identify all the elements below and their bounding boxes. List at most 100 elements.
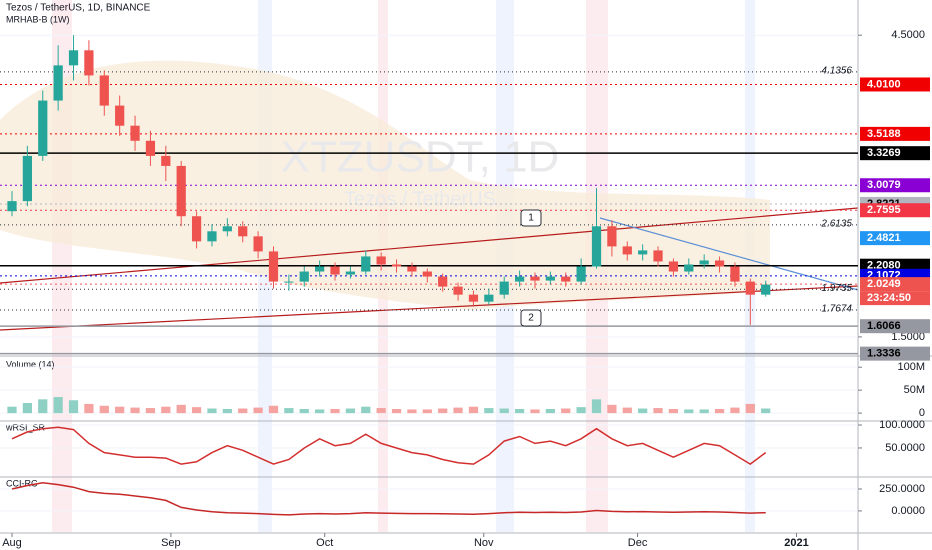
volume-bar bbox=[299, 408, 309, 414]
candle-body bbox=[268, 251, 279, 282]
candle-body bbox=[699, 260, 709, 265]
volume-bar bbox=[653, 408, 663, 414]
volume-bar bbox=[53, 397, 63, 414]
volume-bar bbox=[391, 408, 402, 414]
volume-bar bbox=[7, 406, 17, 414]
candle-body bbox=[330, 266, 340, 275]
candle-body bbox=[668, 261, 679, 272]
price-label: 1.3336 bbox=[867, 348, 901, 360]
y-tick-label: 100M bbox=[897, 361, 925, 373]
candle-body bbox=[453, 286, 463, 295]
y-tick-label: 250.0000 bbox=[879, 483, 925, 495]
candle-body bbox=[653, 250, 663, 262]
price-label-box bbox=[860, 277, 930, 292]
candle-body bbox=[530, 276, 540, 281]
x-tick-label: Oct bbox=[316, 537, 333, 549]
price-label: 1.6066 bbox=[867, 320, 901, 332]
candle-body bbox=[468, 294, 479, 302]
volume-bar bbox=[622, 407, 632, 414]
volume-bar bbox=[714, 408, 725, 414]
candle-body bbox=[561, 276, 571, 282]
callout bbox=[520, 309, 542, 327]
candle-body bbox=[191, 216, 202, 242]
volume-bar bbox=[530, 409, 540, 414]
volume-bar bbox=[238, 408, 248, 414]
candle-body bbox=[130, 125, 140, 141]
volume-bar bbox=[638, 408, 648, 414]
x-tick-label: Dec bbox=[628, 537, 648, 549]
candle-body bbox=[730, 266, 740, 282]
price-label: 2.7595 bbox=[867, 204, 901, 216]
indicator-line bbox=[11, 426, 767, 466]
candle-body bbox=[745, 281, 755, 295]
volume-bar bbox=[84, 403, 94, 414]
candle-body bbox=[145, 140, 156, 156]
volume-bar bbox=[361, 406, 371, 414]
volume-bar bbox=[745, 403, 755, 414]
volume-bar bbox=[761, 408, 771, 414]
countdown-box bbox=[860, 291, 930, 306]
indicator-line bbox=[11, 482, 766, 516]
x-tick-label: Sep bbox=[161, 537, 181, 549]
volume-bar bbox=[253, 407, 263, 414]
countdown-label: 23:24:50 bbox=[867, 292, 911, 304]
volume-bar bbox=[115, 406, 125, 414]
candle-body bbox=[499, 281, 509, 295]
candle-body bbox=[115, 105, 125, 126]
candle-body bbox=[361, 256, 371, 272]
y-tick-label: 0.0000 bbox=[891, 505, 925, 517]
candle-body bbox=[545, 276, 555, 281]
price-label-box bbox=[860, 319, 930, 334]
panel-title: Volume (14) bbox=[6, 359, 55, 369]
candle-body bbox=[84, 50, 94, 76]
candle-body bbox=[99, 75, 109, 106]
price-label: 2.4821 bbox=[867, 232, 901, 244]
price-label: 3.3269 bbox=[867, 147, 901, 159]
candle-body bbox=[238, 226, 248, 237]
panel-title: CCI-RC bbox=[6, 478, 38, 488]
candle-body bbox=[22, 155, 32, 202]
candle-body bbox=[38, 100, 48, 156]
volume-bar bbox=[176, 404, 186, 414]
price-label-box bbox=[860, 203, 930, 218]
candle-body bbox=[222, 226, 232, 232]
y-tick-label: 0 bbox=[919, 407, 925, 419]
volume-bar bbox=[38, 399, 48, 414]
watermark: XTZUSDT, 1D bbox=[281, 133, 560, 182]
candle-body bbox=[714, 260, 725, 267]
price-label-box bbox=[860, 178, 930, 193]
volume-bar bbox=[22, 403, 32, 414]
volume-bar bbox=[484, 408, 494, 414]
volume-bar bbox=[345, 408, 356, 414]
volume-bar bbox=[330, 408, 340, 414]
candle-body bbox=[253, 236, 263, 252]
volume-bar bbox=[130, 407, 140, 414]
candle-body bbox=[407, 266, 417, 272]
volume-bar bbox=[422, 409, 432, 414]
volume-bar bbox=[453, 407, 463, 414]
price-label-box bbox=[860, 126, 930, 141]
price-label: 3.0079 bbox=[867, 179, 901, 191]
candle-body bbox=[622, 246, 632, 255]
level-label: 4.1356 bbox=[821, 65, 852, 76]
candle-body bbox=[345, 271, 356, 275]
watermark-subtitle: Tezos / TetherUS bbox=[344, 188, 496, 210]
callout bbox=[520, 209, 542, 227]
price-label-box bbox=[860, 77, 930, 92]
volume-bar bbox=[222, 408, 232, 414]
volume-bar bbox=[207, 408, 217, 414]
y-tick-label: 1.5000 bbox=[891, 331, 925, 343]
y-tick-label: 50.0000 bbox=[885, 442, 925, 454]
candle-body bbox=[591, 226, 602, 267]
price-label-box bbox=[860, 231, 930, 246]
volume-bar bbox=[161, 406, 171, 414]
price-label: 2.0249 bbox=[867, 278, 901, 290]
y-tick-label: 100.0000 bbox=[879, 419, 925, 431]
chart-title: Tezos / TetherUS, 1D, BINANCE bbox=[6, 3, 151, 14]
volume-bar bbox=[668, 408, 679, 414]
volume-bar bbox=[684, 409, 694, 414]
volume-bar bbox=[268, 405, 279, 414]
candle-body bbox=[484, 294, 494, 302]
